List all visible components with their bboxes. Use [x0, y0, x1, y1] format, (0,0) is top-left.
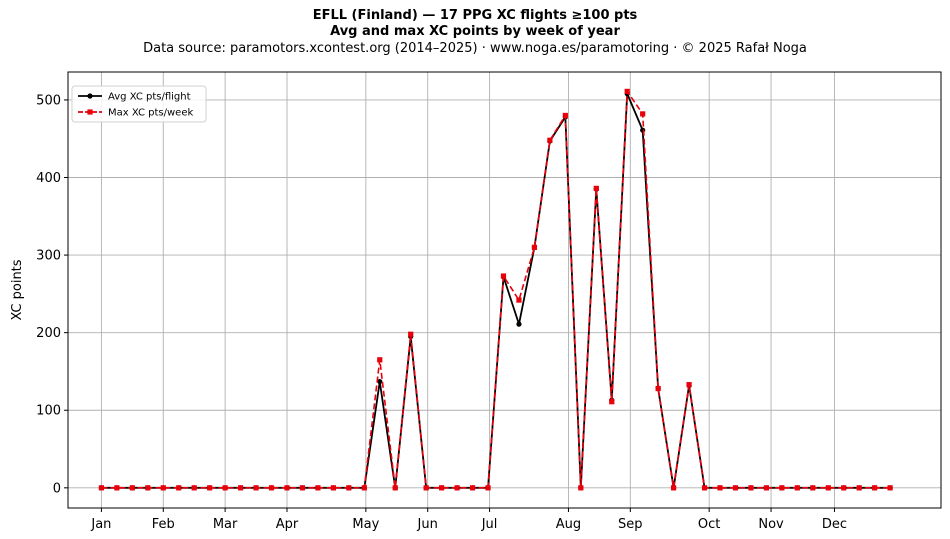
- max-point: [423, 485, 429, 491]
- max-point: [176, 485, 182, 491]
- x-tick-label: Jul: [481, 517, 498, 532]
- max-point: [609, 399, 615, 405]
- max-point: [640, 111, 646, 117]
- avg-point: [516, 321, 522, 327]
- series-layer: [98, 88, 893, 491]
- max-point: [114, 485, 120, 491]
- grid-lines: [68, 72, 941, 508]
- max-point: [779, 485, 785, 491]
- max-point: [624, 88, 630, 94]
- legend-box: [71, 85, 207, 123]
- max-point: [408, 331, 414, 337]
- series-line-avg: [101, 92, 891, 489]
- max-point: [531, 244, 538, 250]
- max-point: [763, 485, 769, 491]
- max-point: [485, 485, 491, 491]
- chart-subtitle: Avg and max XC points by week of year: [330, 24, 620, 39]
- x-tick-label: Mar: [213, 517, 238, 532]
- max-point: [578, 485, 584, 491]
- x-tick-label: Nov: [758, 517, 784, 532]
- max-point: [547, 137, 553, 143]
- legend-label: Avg XC pts/flight: [108, 92, 191, 103]
- x-tick-label: Aug: [556, 517, 581, 532]
- max-point: [191, 485, 197, 491]
- max-point: [655, 385, 661, 392]
- max-point: [268, 485, 275, 491]
- axes: Jan Feb Mar Apr May Jun Jul Aug Sep Oct Nov Dec 0 100…: [36, 93, 847, 532]
- max-point: [732, 485, 739, 491]
- max-point: [500, 273, 507, 279]
- max-point: [810, 485, 816, 491]
- max-point: [160, 485, 166, 491]
- max-point: [887, 485, 893, 491]
- max-point: [361, 485, 367, 491]
- max-point: [145, 485, 151, 491]
- x-tick-label: Apr: [276, 517, 299, 532]
- legend-swatch-marker: [87, 109, 93, 115]
- plot-frame: [67, 71, 942, 509]
- y-tick-label: 0: [53, 481, 61, 496]
- max-point: [315, 485, 321, 491]
- max-point: [222, 485, 228, 491]
- x-tick-label: Jan: [90, 517, 111, 532]
- max-point: [516, 297, 522, 303]
- max-point: [717, 485, 723, 491]
- chart-title: EFLL (Finland) — 17 PPG XC flights ≥100 …: [312, 8, 638, 23]
- max-point: [439, 485, 445, 491]
- x-tick-label: Oct: [698, 517, 720, 532]
- legend: Avg XC pts/flight Max XC pts/week: [71, 85, 207, 123]
- max-point: [330, 485, 336, 491]
- max-point: [299, 485, 306, 491]
- chart-titles: EFLL (Finland) — 17 PPG XC flights ≥100 …: [0, 8, 950, 58]
- x-tick-label: Dec: [822, 517, 847, 532]
- max-point: [346, 485, 352, 491]
- y-tick-label: 100: [36, 404, 61, 419]
- max-point: [856, 485, 862, 491]
- max-point: [392, 485, 398, 491]
- x-tick-label: Jun: [417, 517, 438, 532]
- max-point: [872, 485, 878, 491]
- y-tick-label: 300: [36, 249, 61, 264]
- x-tick-label: Sep: [618, 517, 643, 532]
- y-tick-label: 200: [36, 326, 61, 341]
- max-point: [794, 485, 800, 491]
- max-point: [207, 485, 213, 491]
- max-point: [454, 485, 460, 491]
- data-source-note: Data source: paramotors.xcontest.org (20…: [143, 41, 807, 56]
- y-axis-label: XC points: [10, 259, 25, 320]
- max-point: [98, 485, 105, 491]
- max-point: [129, 485, 135, 491]
- max-point: [562, 112, 568, 119]
- max-point: [593, 185, 599, 191]
- max-point: [284, 485, 290, 491]
- avg-point: [377, 378, 383, 385]
- max-point: [825, 485, 831, 491]
- legend-swatch-marker: [87, 93, 93, 99]
- max-point: [469, 485, 476, 491]
- max-point: [671, 485, 677, 491]
- max-point: [748, 485, 754, 491]
- x-tick-label: May: [352, 517, 379, 532]
- series-line-max: [101, 90, 891, 489]
- max-point: [237, 485, 244, 491]
- legend-label: Max XC pts/week: [108, 108, 193, 119]
- max-point: [841, 485, 847, 491]
- y-tick-label: 400: [36, 171, 61, 186]
- y-tick-label: 500: [36, 93, 61, 108]
- max-point: [253, 485, 259, 491]
- max-point: [377, 357, 383, 363]
- max-point: [701, 485, 708, 491]
- max-point: [686, 382, 692, 388]
- x-tick-label: Feb: [152, 517, 175, 532]
